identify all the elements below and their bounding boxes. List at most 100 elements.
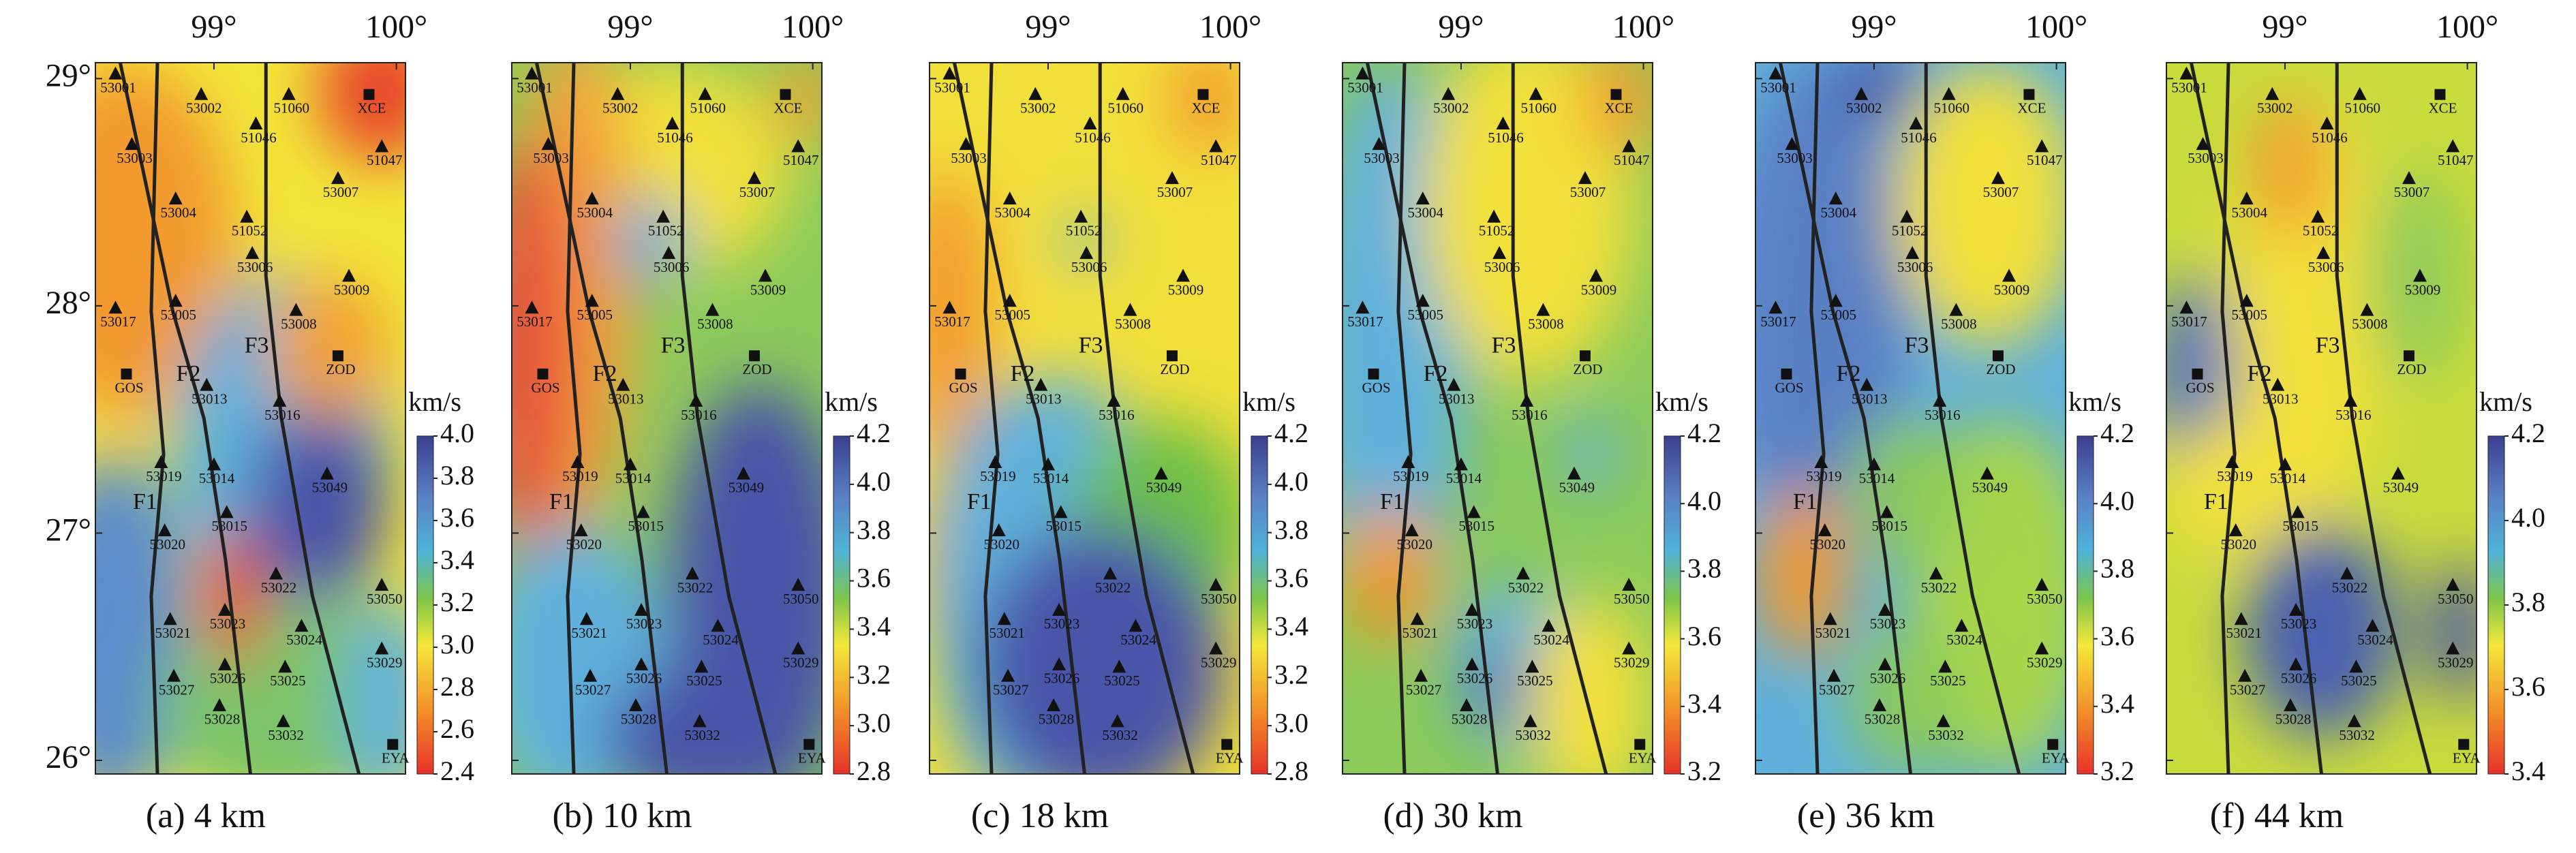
x-tick-label: 100° — [1199, 9, 1261, 45]
x-tick-label: 99° — [2262, 9, 2307, 45]
station-label: 53009 — [1581, 281, 1617, 298]
station-marker — [748, 350, 760, 362]
colorbar-tick-label: 2.8 — [1274, 756, 1308, 786]
station-marker — [685, 566, 699, 580]
velocity-anomaly — [343, 596, 405, 774]
station-label: 53032 — [2339, 727, 2375, 743]
station-label: 53029 — [2027, 654, 2063, 670]
station-marker — [1529, 87, 1543, 100]
station-label: 53022 — [1095, 579, 1131, 595]
station-marker — [1768, 66, 1783, 80]
station-label: 53004 — [161, 204, 197, 221]
station-label: 51047 — [783, 152, 819, 168]
station-marker — [194, 87, 209, 100]
station-label: 53016 — [264, 407, 301, 423]
station-marker — [689, 393, 703, 407]
station-marker — [611, 87, 625, 100]
station-marker — [1487, 209, 1501, 223]
fault-label: F2 — [1424, 361, 1448, 386]
colorbar-tick-label: 3.6 — [857, 563, 891, 593]
station-marker — [705, 303, 720, 316]
station-label: XCE — [2017, 100, 2046, 117]
station-label: 51060 — [273, 100, 309, 117]
station-label: 53015 — [1871, 518, 1907, 534]
station-label: 53032 — [1102, 727, 1138, 743]
station-marker — [2228, 523, 2243, 537]
velocity-anomaly — [1066, 212, 1103, 269]
station-marker — [218, 602, 232, 616]
station-marker — [1405, 523, 1419, 537]
x-tick-label: 99° — [607, 9, 653, 45]
colorbar-tick-label: 4.2 — [2511, 418, 2545, 448]
station-label: ZOD — [326, 361, 355, 377]
station-marker — [736, 466, 750, 480]
fault-label: F1 — [2204, 489, 2228, 514]
station-marker — [636, 505, 650, 518]
station-label: 53023 — [626, 616, 662, 632]
station-label: 53050 — [2027, 591, 2063, 607]
station-marker — [2289, 657, 2303, 670]
fault-label: F2 — [1837, 361, 1861, 386]
station-label: 53024 — [2357, 632, 2393, 648]
station-marker — [747, 171, 761, 185]
station-label: 53019 — [146, 468, 182, 484]
station-marker — [2225, 455, 2239, 469]
station-marker — [375, 139, 389, 153]
station-label: 53027 — [159, 681, 195, 698]
station-marker — [1154, 466, 1168, 480]
x-tick-label: 100° — [1612, 9, 1674, 45]
fault-label: F1 — [1380, 489, 1405, 514]
station-marker — [375, 578, 389, 591]
station-marker — [1536, 303, 1550, 316]
station-label: 53028 — [1865, 711, 1901, 728]
station-marker — [656, 209, 671, 223]
fault-label: F3 — [245, 332, 269, 358]
station-marker — [634, 602, 649, 616]
colorbar-tick-label: 3.2 — [1274, 659, 1308, 689]
station-marker — [1938, 660, 1952, 673]
station-label: XCE — [1604, 100, 1633, 117]
station-marker — [2446, 641, 2460, 655]
fault-line — [1924, 63, 2021, 774]
station-marker — [1781, 368, 1792, 379]
colorbar-tick-label: 4.2 — [1274, 418, 1308, 448]
station-marker — [574, 523, 588, 537]
station-label: 53029 — [1614, 654, 1650, 670]
station-marker — [1465, 657, 1479, 670]
velocity-anomaly — [266, 276, 390, 418]
colorbar-tick-label: 3.0 — [440, 629, 474, 660]
colorbar — [833, 435, 850, 775]
station-marker — [1129, 619, 1143, 632]
station-label: 53017 — [100, 313, 136, 330]
station-marker — [168, 294, 183, 307]
fault-label: F1 — [549, 489, 574, 514]
station-marker — [1880, 505, 1894, 518]
station-label: 53008 — [1528, 315, 1564, 332]
station-label: 53026 — [626, 670, 662, 687]
velocity-anomaly — [1895, 63, 2066, 347]
station-marker — [1221, 739, 1233, 750]
velocity-anomaly — [250, 404, 387, 604]
station-marker — [1001, 668, 1015, 682]
station-marker — [2402, 171, 2416, 185]
fault-label: F3 — [661, 332, 686, 358]
velocity-map — [930, 63, 1240, 774]
station-label: 53029 — [783, 654, 819, 670]
station-label: 53016 — [1512, 407, 1548, 423]
station-label: 53017 — [1347, 313, 1383, 330]
station-marker — [1520, 393, 1534, 407]
station-label: XCE — [2428, 100, 2457, 117]
panel-caption: (d) 30 km — [1383, 796, 1522, 835]
station-label: 53004 — [577, 204, 613, 221]
station-label: 51052 — [1479, 223, 1515, 239]
station-marker — [1634, 739, 1646, 750]
station-marker — [2347, 714, 2361, 728]
station-label: 53026 — [2281, 670, 2317, 687]
station-label: 53007 — [739, 184, 776, 200]
station-marker — [200, 377, 214, 391]
station-label: XCE — [773, 100, 802, 117]
station-marker — [320, 466, 334, 480]
colorbar-tick-label: 3.4 — [1687, 688, 1721, 719]
station-label: 51060 — [1520, 100, 1557, 117]
colorbar-tick-label: 4.0 — [1274, 466, 1308, 497]
